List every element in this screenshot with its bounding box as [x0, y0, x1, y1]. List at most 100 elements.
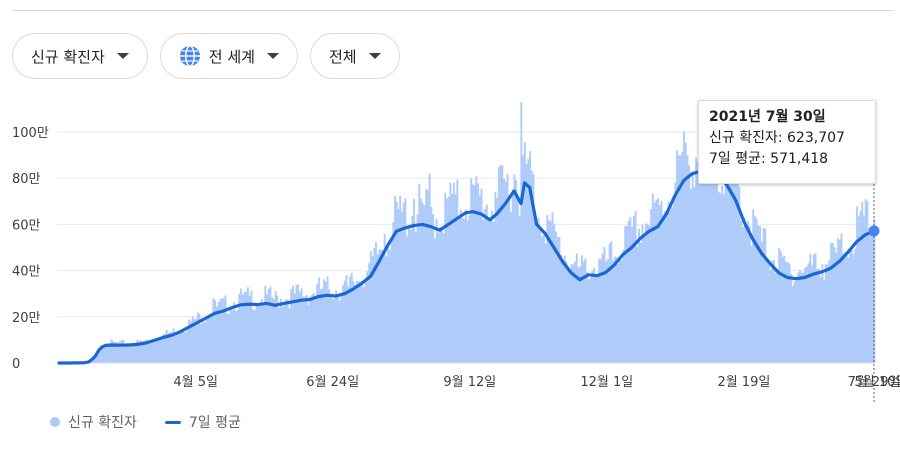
- case-bar: [122, 340, 125, 363]
- case-bar: [420, 199, 422, 363]
- y-tick-label: 80만: [12, 172, 41, 187]
- case-bar: [686, 155, 689, 363]
- case-bar: [487, 217, 490, 363]
- case-bar: [833, 247, 836, 363]
- case-bar: [260, 299, 263, 363]
- case-bar: [279, 299, 282, 363]
- case-bar: [101, 347, 104, 363]
- case-bar: [776, 268, 779, 363]
- case-bar: [786, 262, 789, 363]
- case-bar: [454, 194, 457, 363]
- x-tick-label: 9월 12일: [443, 375, 496, 390]
- case-bar: [112, 340, 114, 363]
- metric-dropdown-label: 신규 확진자: [31, 47, 105, 66]
- case-bar: [683, 131, 685, 363]
- metric-dropdown[interactable]: 신규 확진자: [12, 33, 148, 79]
- case-bar: [845, 254, 848, 363]
- case-bar: [338, 300, 341, 363]
- case-bar: [843, 251, 846, 363]
- case-bar: [754, 216, 756, 363]
- case-bar: [520, 101, 523, 363]
- case-bar: [336, 294, 339, 363]
- case-bar: [795, 276, 798, 363]
- case-bar: [600, 259, 602, 363]
- case-bar: [125, 344, 128, 363]
- case-bar: [459, 209, 462, 363]
- case-bar: [705, 139, 708, 363]
- case-bar: [423, 205, 426, 363]
- case-bar: [793, 281, 796, 363]
- case-bar: [814, 253, 817, 363]
- case-bar: [248, 295, 251, 363]
- case-bar: [826, 264, 829, 363]
- case-bar: [741, 226, 744, 363]
- case-bar: [113, 342, 116, 363]
- case-bar: [811, 265, 814, 363]
- case-bar: [510, 211, 512, 363]
- region-dropdown[interactable]: 전 세계: [159, 33, 298, 79]
- region-dropdown-label: 전 세계: [208, 47, 255, 66]
- case-bar: [601, 253, 604, 363]
- case-bar: [432, 214, 435, 363]
- case-bar: [798, 270, 801, 363]
- case-bar: [276, 295, 279, 363]
- case-bar: [861, 201, 864, 363]
- x-tick-label: 7월 29일: [848, 375, 900, 390]
- case-bar: [658, 205, 661, 363]
- case-bar: [672, 201, 675, 363]
- case-bar: [314, 296, 317, 363]
- case-bar: [546, 214, 549, 363]
- case-bar: [570, 264, 573, 363]
- case-bar: [818, 268, 820, 363]
- case-bar: [665, 215, 668, 363]
- case-bar: [319, 289, 322, 363]
- case-bar: [331, 299, 334, 363]
- case-bar: [568, 274, 571, 363]
- case-bar: [264, 285, 267, 363]
- case-bar: [110, 339, 113, 363]
- case-bar: [350, 272, 353, 363]
- case-bar: [283, 304, 286, 363]
- y-tick-label: 100만: [12, 126, 49, 141]
- case-bar: [617, 263, 620, 363]
- case-bar: [470, 177, 473, 363]
- case-bar: [490, 210, 493, 363]
- case-bar: [394, 196, 396, 363]
- case-bar: [530, 170, 533, 363]
- case-bar: [253, 309, 256, 363]
- case-bar: [747, 220, 749, 363]
- cases-chart[interactable]: 0 20만 40만 60만 80만 100만 4월 5일 6월 24일 9월 12일 12월 1일…: [0, 80, 900, 410]
- case-bar: [634, 211, 637, 363]
- case-bar: [724, 171, 727, 363]
- case-bar: [278, 307, 281, 363]
- case-bar: [830, 243, 833, 363]
- case-bar: [233, 302, 236, 363]
- case-bar: [401, 211, 403, 363]
- case-bar: [759, 225, 762, 363]
- case-bar: [556, 236, 559, 363]
- case-bar: [591, 271, 594, 363]
- case-bar: [664, 211, 666, 363]
- case-bar: [416, 214, 419, 363]
- case-bar: [764, 228, 767, 363]
- case-bar: [224, 295, 227, 363]
- period-dropdown[interactable]: 전체: [309, 33, 400, 79]
- y-tick-label: 0: [12, 357, 20, 372]
- case-bar: [518, 216, 521, 363]
- case-bar: [688, 165, 691, 363]
- case-bar: [324, 281, 327, 363]
- case-bar: [868, 235, 871, 363]
- case-bar: [608, 243, 611, 363]
- case-bar: [129, 343, 132, 363]
- case-bar: [200, 324, 203, 363]
- case-bar: [328, 289, 331, 363]
- case-bar: [667, 201, 670, 363]
- case-bar: [245, 291, 248, 363]
- case-bar: [819, 277, 822, 363]
- case-bar: [529, 151, 531, 363]
- case-bar: [281, 306, 284, 363]
- case-bar: [712, 118, 715, 363]
- case-bar: [186, 330, 189, 363]
- case-bar: [297, 284, 300, 363]
- case-bar: [295, 284, 298, 363]
